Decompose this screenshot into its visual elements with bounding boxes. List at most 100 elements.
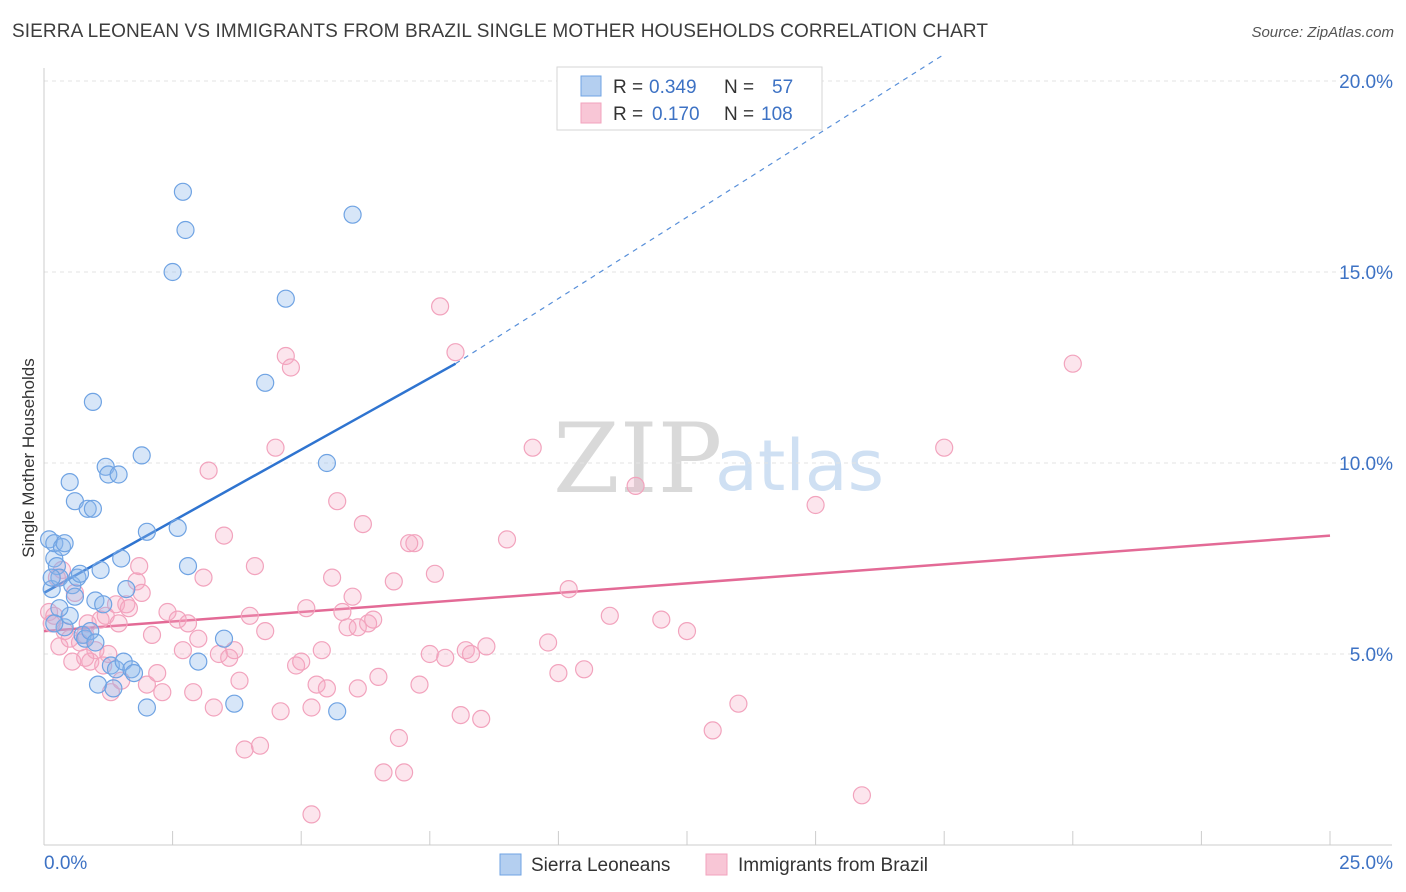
data-point xyxy=(132,583,151,603)
data-point xyxy=(405,534,424,553)
data-point xyxy=(652,610,671,629)
data-point xyxy=(214,629,234,648)
data-point xyxy=(78,499,97,518)
data-point xyxy=(178,556,198,576)
data-point xyxy=(677,621,697,641)
data-point xyxy=(323,568,342,587)
data-point xyxy=(364,610,383,629)
y-tick-label: 20.0% xyxy=(1339,72,1393,93)
data-point xyxy=(142,625,162,645)
data-point xyxy=(214,526,234,545)
data-point xyxy=(374,763,393,782)
data-point xyxy=(328,702,347,721)
data-point xyxy=(117,579,136,599)
x-tick-label: 25.0% xyxy=(1339,853,1393,874)
data-point xyxy=(389,728,408,748)
data-point xyxy=(194,568,213,587)
legend-r-label-1: R = xyxy=(613,77,643,98)
data-point xyxy=(83,392,103,411)
data-point xyxy=(703,721,722,740)
data-point xyxy=(132,446,151,465)
watermark-zip: ZIP xyxy=(553,403,722,515)
legend-r-value-1: 0.349 xyxy=(649,77,697,98)
data-point xyxy=(65,587,85,606)
data-point xyxy=(410,675,429,694)
data-point xyxy=(281,358,300,377)
data-point xyxy=(425,564,444,583)
data-point xyxy=(55,618,74,637)
bottom-legend-swatch-immigrants-from-brazil xyxy=(705,853,728,876)
data-point xyxy=(173,641,192,660)
bottom-legend-swatch-sierra-leoneans xyxy=(499,853,522,876)
data-point xyxy=(256,373,275,392)
data-point xyxy=(256,621,275,641)
data-point xyxy=(114,652,133,671)
data-point xyxy=(112,549,131,568)
data-point xyxy=(158,602,177,622)
data-point xyxy=(70,564,90,583)
data-point xyxy=(302,698,321,717)
data-point xyxy=(173,182,192,201)
data-point xyxy=(395,763,414,782)
data-point xyxy=(189,629,208,648)
data-point xyxy=(497,530,517,549)
data-point xyxy=(245,556,264,576)
data-point xyxy=(235,740,254,759)
data-point xyxy=(88,675,108,694)
data-point xyxy=(292,652,311,671)
data-point xyxy=(271,702,290,721)
chart-title: SIERRA LEONEAN VS IMMIGRANTS FROM BRAZIL… xyxy=(12,21,989,42)
x-tick-label: 0.0% xyxy=(44,853,87,874)
data-point xyxy=(328,492,347,511)
data-point xyxy=(225,694,244,713)
data-point xyxy=(91,560,110,580)
data-point xyxy=(60,606,79,625)
data-point xyxy=(806,495,825,515)
data-point xyxy=(852,786,872,805)
data-point xyxy=(729,694,748,713)
trend-line-sierra-leoneans xyxy=(43,362,457,594)
data-point xyxy=(600,606,619,625)
bottom-legend-label-immigrants-from-brazil: Immigrants from Brazil xyxy=(738,855,928,876)
data-point xyxy=(55,534,74,553)
data-point xyxy=(297,599,316,618)
series-immigrants-from-brazil xyxy=(39,297,1082,824)
data-point xyxy=(168,518,187,538)
data-point xyxy=(168,610,187,629)
data-point xyxy=(184,683,203,702)
data-point xyxy=(106,660,126,679)
data-point xyxy=(240,606,259,625)
data-point xyxy=(109,465,128,484)
data-point xyxy=(472,709,491,729)
data-point xyxy=(104,679,123,698)
data-point xyxy=(199,461,218,480)
data-point xyxy=(538,633,558,652)
legend-r-label-2: R = xyxy=(613,104,643,125)
data-point xyxy=(384,572,403,591)
legend-n-label-2: N = xyxy=(724,104,754,125)
data-point xyxy=(523,438,542,457)
data-point xyxy=(338,618,357,637)
data-point xyxy=(461,644,481,664)
data-point xyxy=(225,641,244,660)
data-point xyxy=(431,297,450,316)
data-point xyxy=(574,660,594,679)
tick-labels: 5.0% 10.0% 15.0% 20.0% 0.0% 25.0% xyxy=(44,72,1393,874)
data-point xyxy=(137,675,156,694)
x-ticks xyxy=(43,831,1331,845)
data-point xyxy=(176,220,195,240)
chart-source: Source: ZipAtlas.com xyxy=(1251,24,1394,41)
data-point xyxy=(109,614,128,633)
data-point xyxy=(45,614,64,633)
data-point xyxy=(124,663,144,683)
trend-line-sierra-leoneans-extension xyxy=(455,53,945,365)
legend-n-value-1: 57 xyxy=(772,77,793,98)
data-point xyxy=(163,262,182,282)
data-point xyxy=(348,679,367,698)
data-point xyxy=(420,644,439,664)
data-point xyxy=(119,599,138,618)
data-point xyxy=(60,473,79,492)
data-point xyxy=(549,663,568,683)
data-point xyxy=(153,683,172,702)
